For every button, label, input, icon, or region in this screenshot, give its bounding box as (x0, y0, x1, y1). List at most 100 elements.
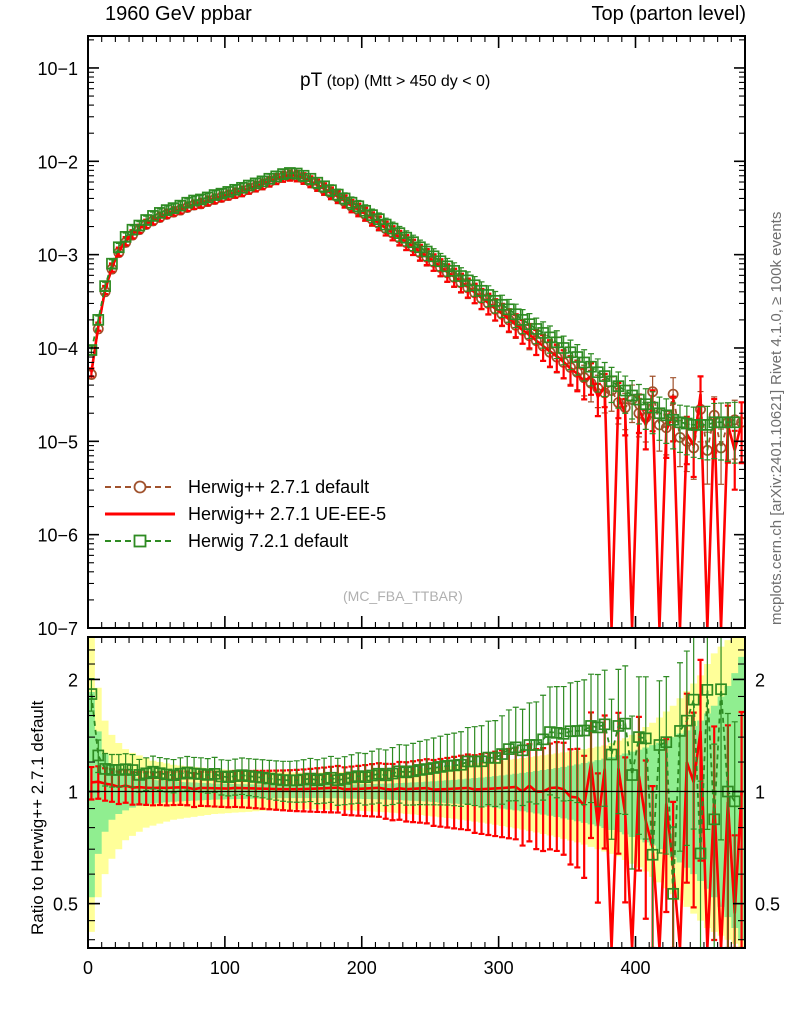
error-bar (375, 748, 382, 804)
error-bar (588, 673, 595, 804)
error-bar (115, 753, 122, 788)
error-bar (718, 402, 725, 461)
marker-square (167, 202, 180, 214)
error-bar (546, 325, 553, 354)
error-bar (553, 686, 560, 799)
error-bar (594, 673, 601, 808)
marker-square (338, 773, 351, 785)
error-bar (581, 679, 588, 806)
error-bar (622, 665, 629, 815)
marker-square (482, 751, 495, 764)
main-ytick-label: 10−4 (37, 339, 78, 359)
marker-square (256, 771, 269, 784)
error-bar (512, 706, 519, 802)
legend-label: Herwig 7.2.1 default (188, 531, 348, 551)
marker-square (106, 257, 118, 270)
marker-square (147, 210, 159, 222)
marker-square (414, 764, 426, 776)
marker-square (598, 718, 611, 731)
xaxis-tick-label: 200 (347, 958, 377, 978)
error-bar (238, 757, 245, 796)
error-bar (505, 298, 512, 323)
header-left: 1960 GeV ppbar (105, 3, 252, 25)
error-bar (526, 702, 533, 803)
marker-square (482, 289, 495, 301)
marker-square (99, 763, 111, 775)
marker-square (181, 766, 194, 779)
error-bar (588, 353, 595, 387)
marker-square (626, 389, 638, 402)
marker-square (564, 725, 577, 738)
marker-square (639, 398, 652, 411)
error-bar (574, 680, 581, 804)
marker-square (680, 714, 693, 727)
error-bar (676, 404, 683, 454)
error-bar (567, 339, 574, 371)
marker-square (263, 172, 276, 185)
legend-entry-2[interactable]: Herwig 7.2.1 default (105, 531, 348, 551)
marker-square (154, 207, 166, 219)
xaxis-tick-label: 400 (620, 958, 650, 978)
error-bar (731, 721, 738, 948)
marker-square (345, 196, 358, 209)
error-bar (293, 760, 300, 803)
marker-square (119, 231, 132, 243)
ratio-band-green (88, 656, 745, 940)
marker-square (181, 196, 194, 209)
error-bar (382, 749, 389, 807)
legend-label: Herwig++ 2.7.1 default (188, 477, 369, 497)
error-bar (150, 755, 157, 790)
marker-square (626, 769, 638, 781)
error-bar (615, 668, 622, 815)
legend-label: Herwig++ 2.7.1 UE-EE-5 (188, 504, 386, 524)
marker-square (687, 693, 700, 706)
marker-square (290, 774, 303, 787)
error-bar (670, 826, 677, 948)
main-series-herwig-7-2-1-default (88, 167, 741, 464)
marker-square (523, 739, 536, 751)
marker-square (708, 416, 721, 429)
marker-square (612, 720, 625, 732)
main-ytick-label: 10−2 (37, 152, 78, 172)
legend-entry-1[interactable]: Herwig++ 2.7.1 UE-EE-5 (105, 504, 386, 524)
marker-square (674, 416, 686, 429)
marker-square (311, 774, 324, 787)
error-bar (252, 758, 259, 798)
error-bar (184, 755, 191, 791)
marker-square (660, 736, 673, 748)
error-bar (608, 366, 615, 404)
error-bar (273, 760, 280, 801)
legend-entry-0[interactable]: Herwig++ 2.7.1 default (105, 477, 369, 497)
error-bar (635, 676, 642, 835)
marker-square (284, 774, 296, 787)
error-bar (341, 756, 348, 806)
marker-square (694, 419, 707, 431)
watermark-label: (MC_FBA_TTBAR) (343, 588, 463, 604)
xaxis-tick-label: 100 (210, 958, 240, 978)
marker-square (160, 204, 173, 216)
marker-square (215, 187, 228, 200)
error-bar (697, 780, 704, 948)
error-bar (88, 765, 95, 801)
error-bar (355, 752, 362, 804)
ratio-ytick-label-right: 1 (755, 783, 765, 803)
error-bar (307, 757, 314, 803)
error-bar (567, 682, 574, 802)
ratio-series-herwig-7-2-1-default (88, 637, 741, 948)
marker-square (277, 168, 289, 180)
error-bar (601, 669, 608, 807)
error-bar (416, 740, 423, 806)
main-ytick-label: 10−3 (37, 246, 78, 266)
error-bar (204, 757, 211, 794)
marker-square (345, 771, 358, 784)
marker-square (722, 416, 734, 429)
marker-square (290, 167, 303, 180)
error-bar (156, 756, 163, 792)
marker-square (270, 773, 283, 786)
marker-square (222, 771, 235, 783)
error-bar (608, 698, 615, 840)
error-bar (143, 757, 150, 792)
marker-square (318, 180, 330, 193)
